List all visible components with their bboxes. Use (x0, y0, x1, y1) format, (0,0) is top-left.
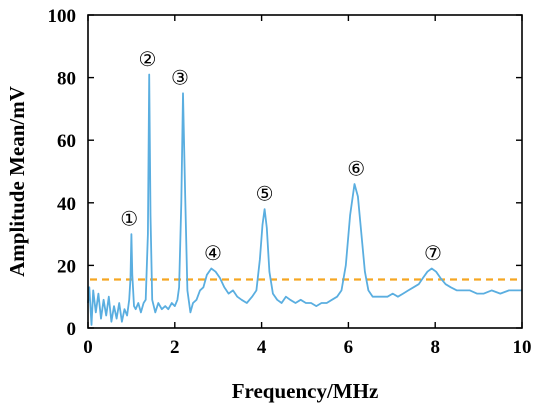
peak-label-2: ② (138, 47, 156, 71)
y-axis-title: Amplitude Mean/mV (5, 86, 29, 277)
y-tick-label: 60 (57, 131, 76, 152)
x-tick-label: 10 (513, 337, 532, 358)
x-tick-label: 2 (170, 337, 180, 358)
y-tick-label: 80 (57, 69, 76, 90)
x-tick-label: 4 (257, 337, 267, 358)
plot-layer (87, 73, 522, 326)
y-tick-label: 0 (67, 319, 77, 340)
peak-label-6: ⑥ (347, 156, 365, 180)
peak-label-1: ① (120, 206, 138, 230)
series-line-0 (87, 73, 522, 326)
x-tick-label: 0 (83, 337, 93, 358)
plot-frame (87, 14, 523, 329)
y-tick-label: 100 (48, 6, 77, 27)
x-tick-label: 6 (344, 337, 354, 358)
ticks-layer (87, 14, 523, 329)
peak-label-5: ⑤ (256, 181, 274, 205)
y-tick-label: 40 (57, 194, 76, 215)
peak-label-4: ④ (204, 241, 222, 265)
x-tick-label: 8 (430, 337, 440, 358)
x-axis-title: Frequency/MHz (232, 379, 379, 403)
y-tick-label: 20 (57, 256, 76, 277)
peak-label-7: ⑦ (424, 241, 442, 265)
peak-label-3: ③ (171, 66, 189, 90)
